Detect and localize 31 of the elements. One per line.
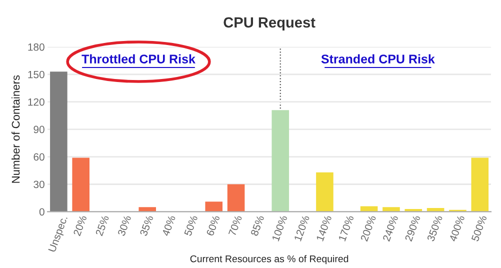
y-tick-label: 0 — [39, 208, 44, 216]
y-tick-label: 120 — [28, 98, 44, 106]
x-tick-label: 140% — [316, 214, 332, 242]
x-tick-label: 30% — [117, 214, 132, 236]
x-tick-label: 20% — [73, 214, 87, 236]
x-tick-label: 100% — [272, 214, 288, 242]
x-tick-label: 240% — [382, 214, 398, 242]
y-tick-label: 90 — [34, 126, 44, 134]
y-tick-label: 180 — [28, 43, 44, 51]
chart-title: CPU Request — [224, 17, 316, 30]
y-tick-label: 150 — [28, 70, 44, 78]
x-tick-label: 170% — [338, 214, 354, 242]
y-tick-label: 30 — [34, 180, 44, 188]
x-tick-label: 400% — [448, 214, 465, 242]
annotation: Stranded CPU Risk — [321, 54, 435, 64]
y-tick-label: 60 — [34, 153, 44, 161]
x-tick-label: 50% — [184, 214, 198, 236]
x-tick-label: 500% — [471, 214, 487, 242]
x-tick-label: 85% — [250, 214, 264, 236]
x-tick-label: 70% — [228, 214, 242, 236]
x-tick-label: 120% — [294, 214, 310, 242]
x-tick-label: 25% — [95, 214, 110, 236]
y-axis-title: Number of Containers — [12, 75, 20, 183]
x-tick-label: 40% — [162, 214, 176, 236]
x-tick-label: 350% — [426, 214, 443, 242]
x-tick-label: 60% — [206, 214, 220, 236]
x-tick-label: 35% — [140, 214, 154, 236]
annotation: Throttled CPU Risk — [82, 54, 196, 64]
x-tick-label: 290% — [404, 214, 420, 242]
x-tick-label: 200% — [360, 214, 376, 242]
x-axis-title: Current Resources as % of Required — [190, 255, 348, 264]
